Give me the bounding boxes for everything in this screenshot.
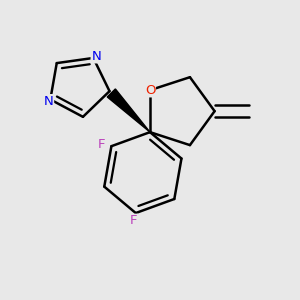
Text: N: N [44,95,53,108]
Text: F: F [130,214,138,227]
Polygon shape [107,89,150,132]
Text: O: O [145,84,155,97]
Text: F: F [98,138,105,151]
Text: N: N [91,50,101,63]
